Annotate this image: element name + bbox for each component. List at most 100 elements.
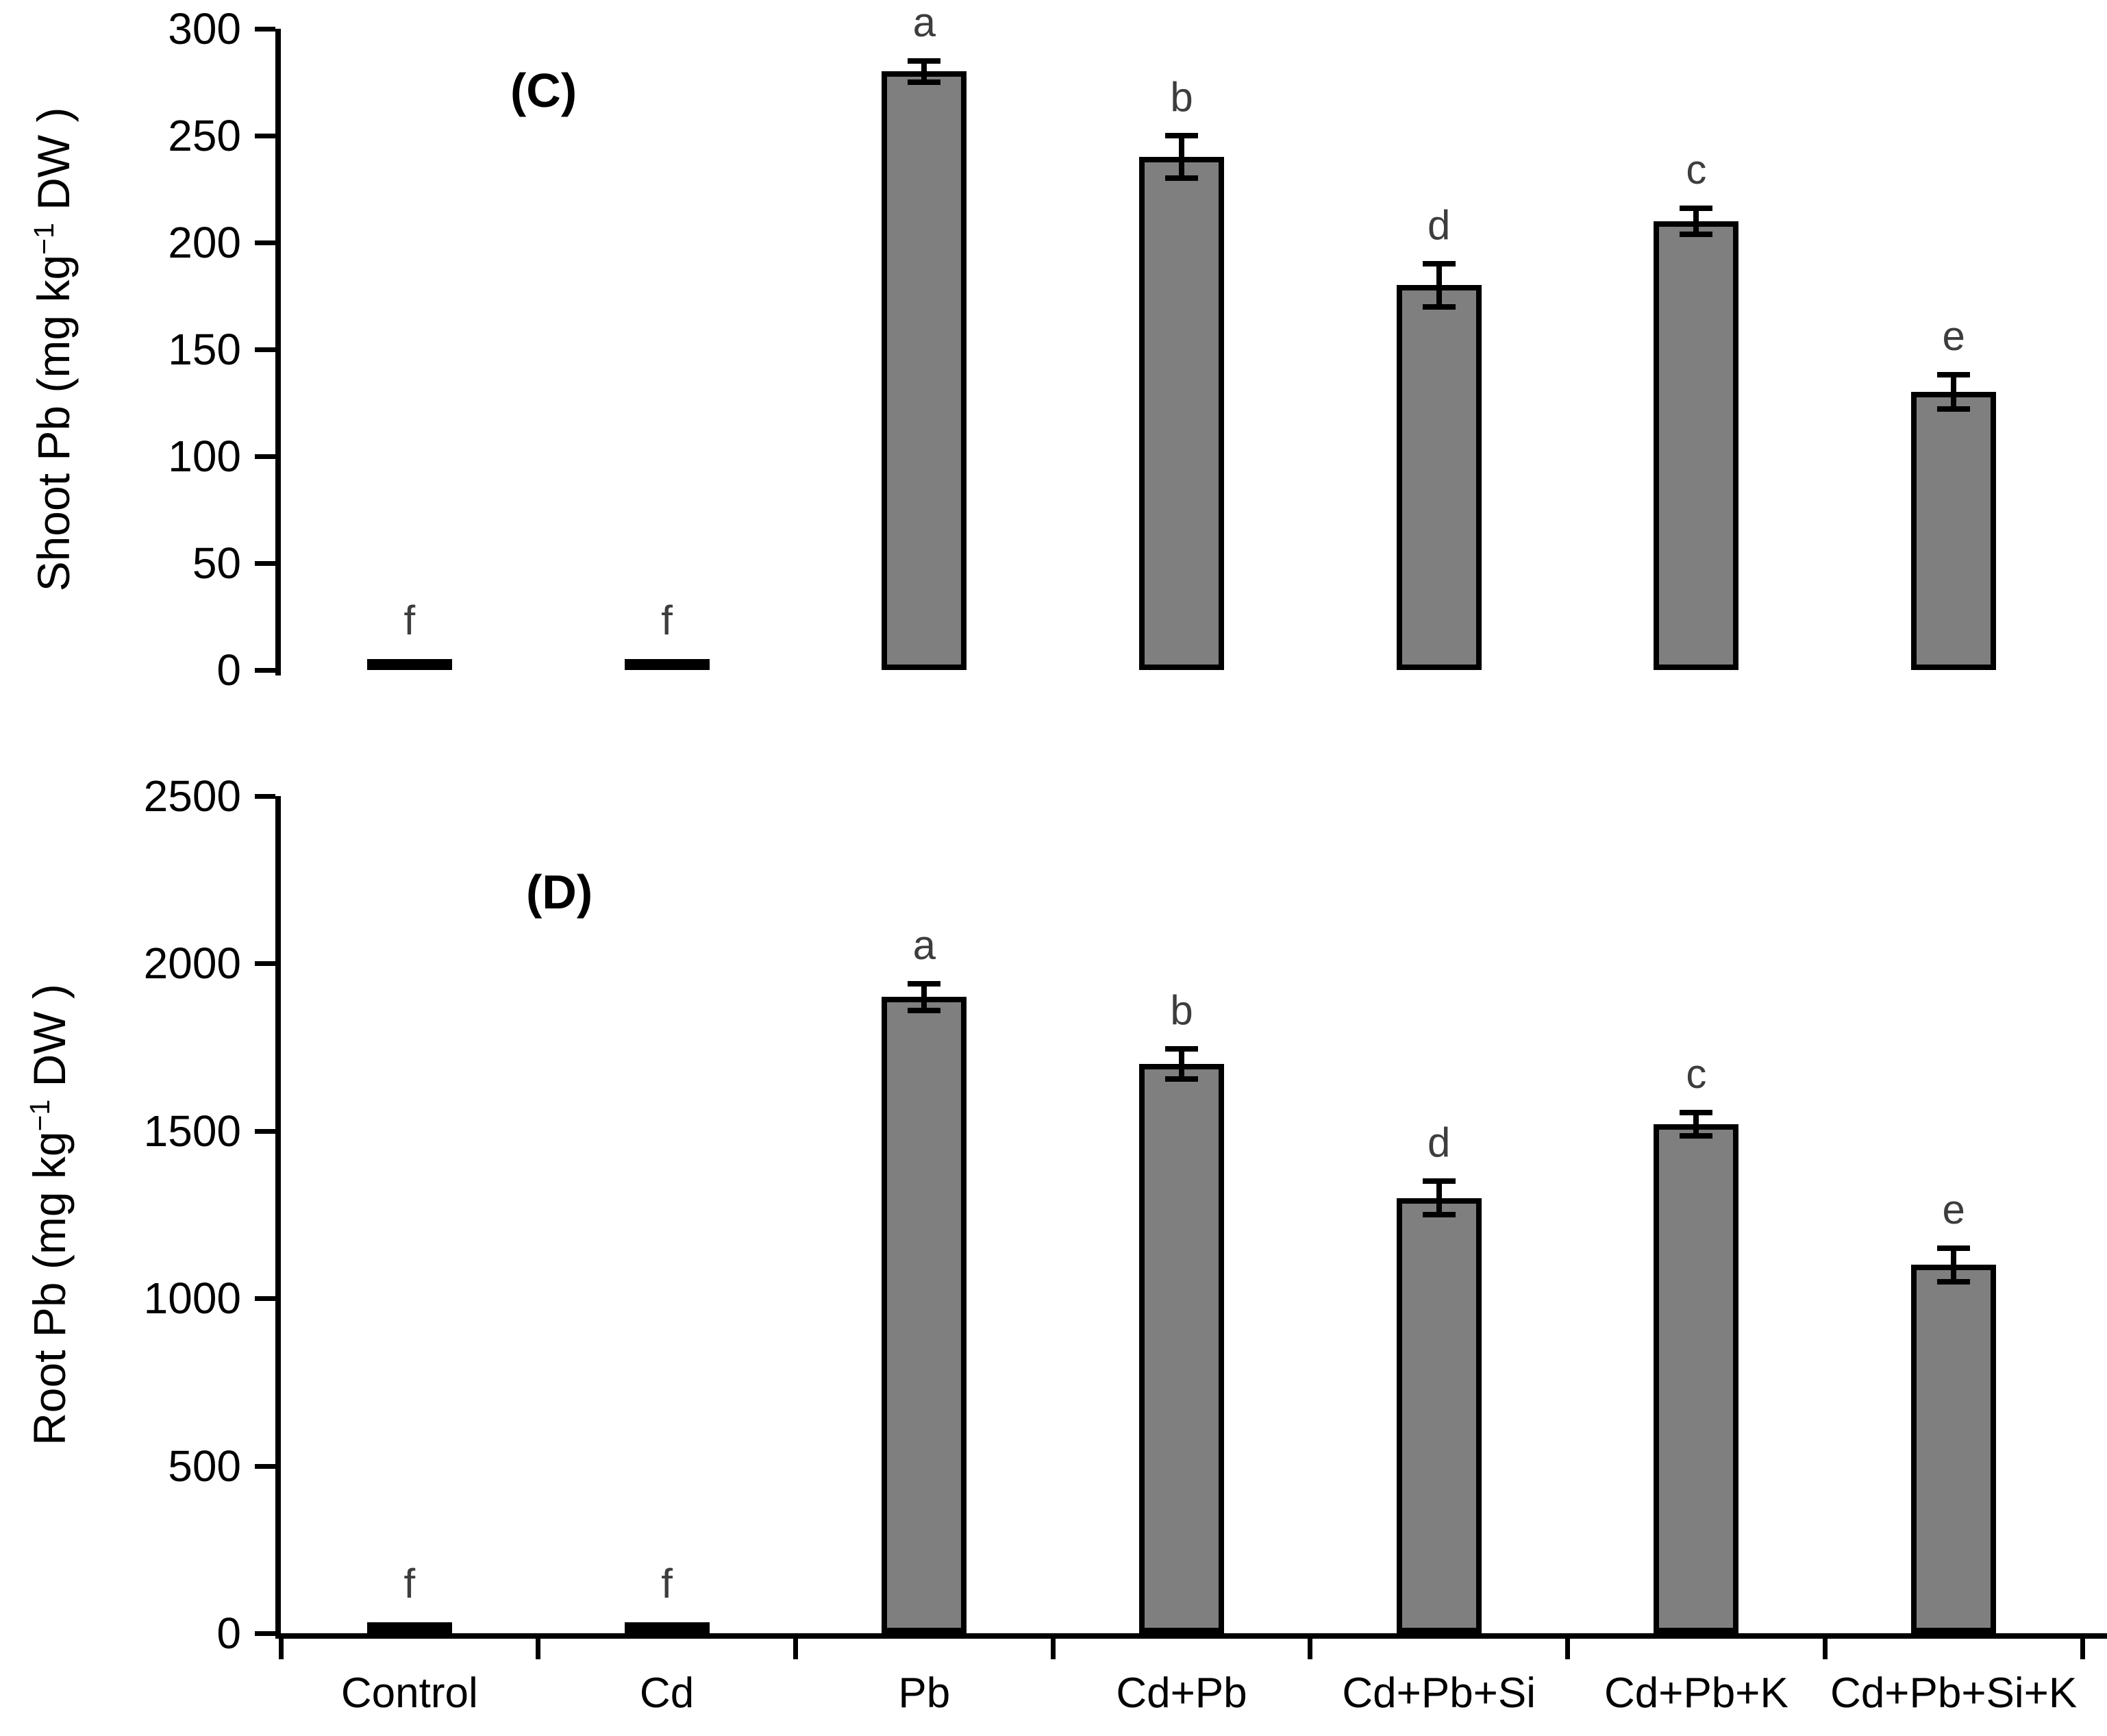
bar-Cd+Pb+Si xyxy=(1396,1198,1482,1633)
bar-Cd+Pb+Si+K xyxy=(1911,1265,1997,1633)
y-axis-tick xyxy=(255,454,275,459)
error-bar-top-cap xyxy=(908,980,941,987)
error-bar-bottom-cap xyxy=(1680,1133,1713,1139)
panel-label-d: (D) xyxy=(526,865,593,919)
significance-letter: a xyxy=(912,0,936,45)
y-axis-title-root-pb: Root Pb (mg kg−1 DW ) xyxy=(23,984,75,1446)
error-bar-bottom-cap xyxy=(1165,175,1198,182)
bar-Control xyxy=(366,659,452,670)
x-axis-tick xyxy=(536,1633,541,1659)
error-bar-line xyxy=(1179,1049,1184,1080)
error-bar-top-cap xyxy=(1680,1109,1713,1115)
bar-Pb xyxy=(882,997,967,1633)
significance-letter: e xyxy=(1942,313,1965,360)
y-axis-tick-label: 100 xyxy=(168,432,241,481)
panel-label-c: (C) xyxy=(510,64,577,117)
error-bar-bottom-cap xyxy=(1422,303,1456,310)
y-axis-tick xyxy=(255,668,275,673)
error-bar-bottom-cap xyxy=(1937,406,1971,412)
error-bar-line xyxy=(1436,264,1442,307)
bar-Cd+Pb xyxy=(1139,157,1224,670)
x-axis-tick xyxy=(278,1633,284,1659)
error-bar-top-cap xyxy=(908,58,941,64)
y-axis-title-superscript: −1 xyxy=(24,1099,55,1132)
error-bar-bottom-cap xyxy=(1937,1278,1971,1285)
x-axis-tick xyxy=(2080,1633,2085,1659)
bar-Cd+Pb xyxy=(1139,1064,1224,1633)
significance-letter: a xyxy=(912,921,936,968)
bar-Pb xyxy=(882,71,967,670)
error-bar-top-cap xyxy=(1165,133,1198,138)
y-axis-tick xyxy=(255,961,275,967)
y-axis-tick-label: 250 xyxy=(168,111,241,160)
y-axis-tick xyxy=(255,561,275,566)
category-label-Control: Control xyxy=(340,1670,478,1717)
error-bar-bottom-cap xyxy=(1165,1076,1198,1082)
error-bar-bottom-cap xyxy=(908,79,941,85)
significance-letter: b xyxy=(1170,74,1193,120)
x-axis-tick xyxy=(1565,1633,1571,1659)
y-axis-tick-label: 1000 xyxy=(143,1274,241,1324)
significance-letter: f xyxy=(403,597,416,643)
bar-Control xyxy=(366,1622,452,1633)
significance-letter: b xyxy=(1170,987,1193,1034)
y-axis-tick-label: 500 xyxy=(168,1441,241,1491)
x-axis-line xyxy=(275,1633,2107,1639)
error-bar-line xyxy=(1436,1181,1442,1215)
significance-letter: f xyxy=(661,1561,673,1607)
plot-area-root-pb: 0 500 1000 1500 2000 2500 f f a b d c e xyxy=(144,771,2107,1659)
y-axis-tick xyxy=(255,1463,275,1469)
y-axis-tick xyxy=(255,27,275,32)
error-bar-bottom-cap xyxy=(1680,231,1713,237)
y-axis-tick xyxy=(255,1296,275,1302)
plot-area-shoot-pb: 0 50 100 150 200 250 300 f f a b d c e xyxy=(168,0,2082,695)
y-axis-tick-label: 1500 xyxy=(143,1106,241,1156)
error-bar-line xyxy=(1951,1248,1957,1282)
significance-letter: f xyxy=(403,1561,416,1607)
x-axis-tick xyxy=(1308,1633,1313,1659)
y-axis-tick-label: 50 xyxy=(192,538,241,588)
category-label-Cd: Cd xyxy=(639,1670,695,1717)
significance-letter: e xyxy=(1942,1186,1965,1232)
error-bar-line xyxy=(1693,208,1699,234)
bar-Cd+Pb+Si+K xyxy=(1911,392,1997,670)
y-axis-tick-label: 2000 xyxy=(143,939,241,989)
bar-Cd+Pb+K xyxy=(1654,221,1739,670)
category-label-Cd+Pb+K: Cd+Pb+K xyxy=(1604,1670,1788,1717)
error-bar-top-cap xyxy=(1165,1046,1198,1052)
category-label-Cd+Pb: Cd+Pb xyxy=(1116,1670,1247,1717)
y-axis-title-text: DW ) xyxy=(24,984,75,1100)
bar-Cd+Pb+K xyxy=(1654,1124,1739,1633)
y-axis-tick xyxy=(255,794,275,799)
y-axis-title-superscript: −1 xyxy=(28,223,60,255)
y-axis-tick xyxy=(255,1631,275,1636)
category-label-Pb: Pb xyxy=(898,1670,951,1717)
bar-Cd+Pb+Si xyxy=(1396,285,1482,670)
error-bar-top-cap xyxy=(1937,372,1971,378)
y-axis-tick-label: 2500 xyxy=(143,771,241,821)
x-axis-tick xyxy=(793,1633,798,1659)
bar-Cd xyxy=(624,659,710,670)
bar-Cd xyxy=(624,1622,710,1633)
significance-letter: c xyxy=(1686,1050,1707,1097)
y-axis-line xyxy=(275,796,281,1639)
significance-letter: d xyxy=(1427,1119,1451,1166)
error-bar-top-cap xyxy=(1680,206,1713,212)
significance-letter: d xyxy=(1427,202,1451,249)
category-label-Cd+Pb+Si+K: Cd+Pb+Si+K xyxy=(1830,1670,2078,1717)
x-axis-tick xyxy=(1050,1633,1056,1659)
y-axis-tick-label: 150 xyxy=(168,325,241,374)
error-bar-top-cap xyxy=(1937,1245,1971,1251)
y-axis-line xyxy=(275,29,281,675)
y-axis-tick xyxy=(255,347,275,352)
error-bar-bottom-cap xyxy=(908,1007,941,1013)
error-bar-top-cap xyxy=(1422,1178,1456,1185)
error-bar-line xyxy=(1951,375,1957,410)
y-axis-tick-label: 300 xyxy=(168,4,241,53)
y-axis-tick-label: 0 xyxy=(216,1609,241,1658)
error-bar-bottom-cap xyxy=(1422,1212,1456,1217)
error-bar-line xyxy=(921,983,927,1010)
x-axis-tick xyxy=(1822,1633,1828,1659)
error-bar-top-cap xyxy=(1422,261,1456,267)
